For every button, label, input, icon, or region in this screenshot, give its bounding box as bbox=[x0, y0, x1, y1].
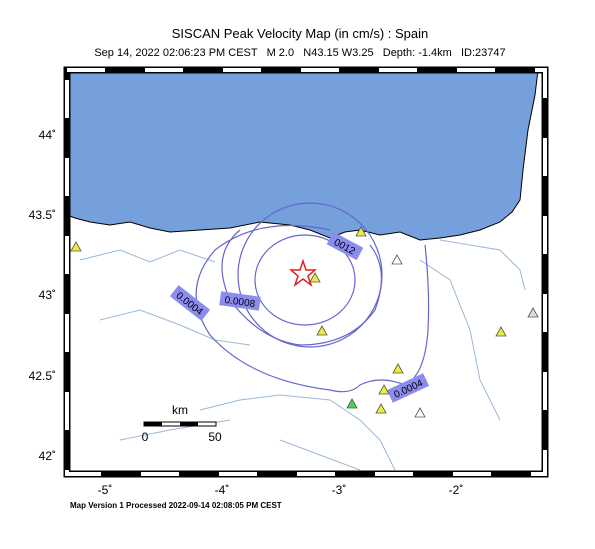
map-area: 0012 0.0004 0.0008 0.0004 km 0 50 bbox=[63, 66, 549, 478]
lon-label: -2˚ bbox=[449, 483, 464, 497]
title: SISCAN Peak Velocity Map (in cm/s) : Spa… bbox=[172, 26, 428, 41]
scale-end: 50 bbox=[208, 430, 222, 444]
stations bbox=[70, 226, 539, 418]
frame-ticks bbox=[65, 68, 547, 476]
lon-label: -3˚ bbox=[332, 483, 347, 497]
footer: Map Version 1 Processed 2022-09-14 02:08… bbox=[70, 501, 282, 510]
scale-unit: km bbox=[172, 403, 188, 417]
lon-labels: -5˚ -4˚ -3˚ -2˚ bbox=[98, 483, 464, 497]
scale-bar: km 0 50 bbox=[142, 403, 222, 444]
lat-label: 43.5˚ bbox=[29, 208, 56, 222]
lon-label: -5˚ bbox=[98, 483, 113, 497]
rivers bbox=[79, 239, 526, 471]
lat-label: 42˚ bbox=[39, 449, 56, 463]
lat-label: 44˚ bbox=[39, 128, 56, 142]
lat-label: 43˚ bbox=[39, 288, 56, 302]
contour-label: 0.0008 bbox=[224, 295, 256, 310]
sea bbox=[66, 69, 539, 241]
epicenter bbox=[288, 258, 318, 288]
subtitle: Sep 14, 2022 02:06:23 PM CEST M 2.0 N43.… bbox=[94, 47, 505, 59]
lon-label: -4˚ bbox=[215, 483, 230, 497]
contours bbox=[195, 202, 430, 393]
contour-label-box bbox=[169, 285, 211, 321]
contour-label-box bbox=[219, 291, 261, 311]
lat-labels: 44˚ 43.5˚ 43˚ 42.5˚ 42˚ bbox=[29, 128, 56, 463]
contour-label-box bbox=[386, 373, 430, 403]
lat-label: 42.5˚ bbox=[29, 369, 56, 383]
scale-start: 0 bbox=[142, 430, 149, 444]
contour-label-box bbox=[326, 231, 364, 261]
